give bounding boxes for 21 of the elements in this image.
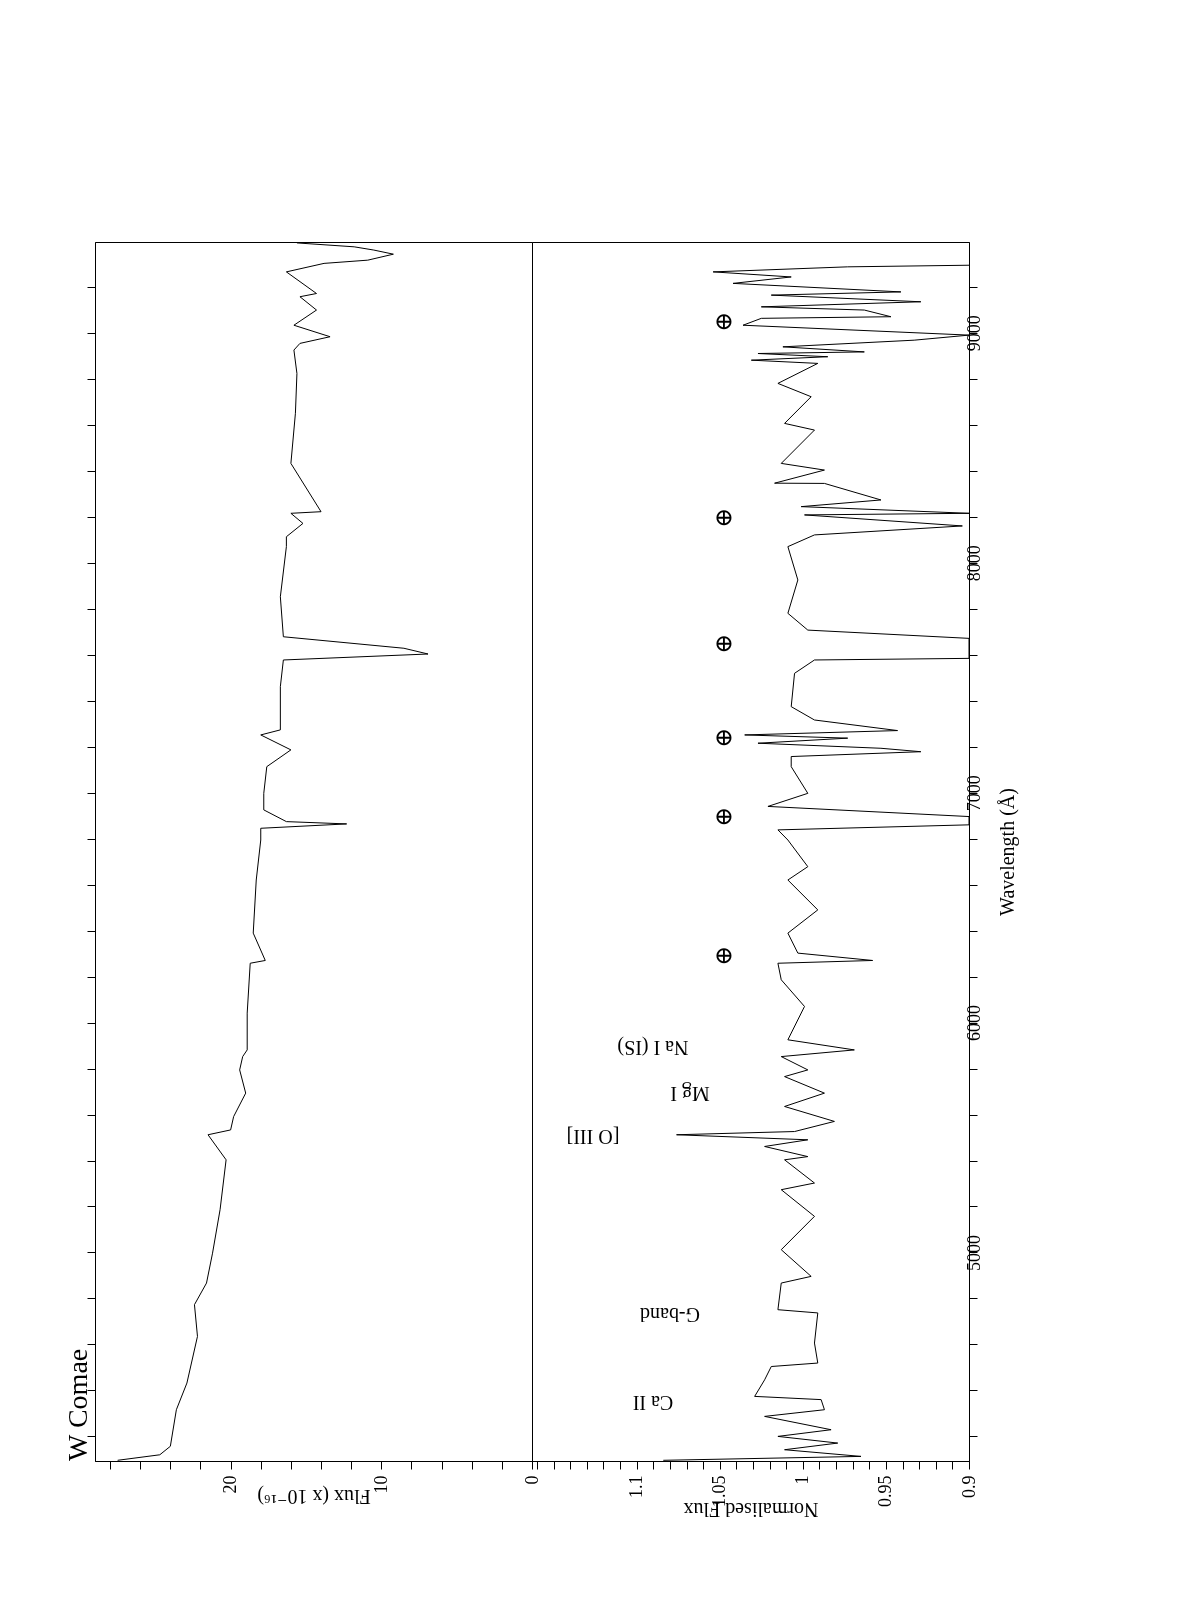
x-tick-label: 0.9: [958, 1475, 979, 1498]
annotation: ⊕: [713, 631, 735, 657]
x-tick-label: 0.95: [875, 1475, 896, 1507]
x-tick-label: 1: [792, 1475, 813, 1485]
y-axis-title: Wavelength (Å): [995, 788, 1019, 916]
x-tick-label: 0: [521, 1475, 542, 1485]
annotation: G-band: [640, 1304, 700, 1326]
annotation: ⊕: [713, 505, 735, 531]
text: W Comae: [61, 1348, 93, 1461]
annotation: ⊕: [713, 804, 735, 830]
x-tick-label: 1.1: [626, 1475, 647, 1498]
annotation: Ca II: [632, 1392, 674, 1414]
annotation: ⊕: [713, 725, 735, 751]
x-tick-label: 20: [220, 1475, 241, 1494]
annotation: ⊕: [713, 309, 735, 335]
x-tick-label: 10: [370, 1475, 391, 1494]
annotation: ⊕: [713, 943, 735, 969]
annotation: Na I (IS): [617, 1036, 689, 1059]
x-axis-title: Flux (x 10⁻¹⁶): [257, 1484, 371, 1508]
annotation: Mg I: [670, 1082, 710, 1105]
annotation: [O III]: [566, 1126, 620, 1148]
